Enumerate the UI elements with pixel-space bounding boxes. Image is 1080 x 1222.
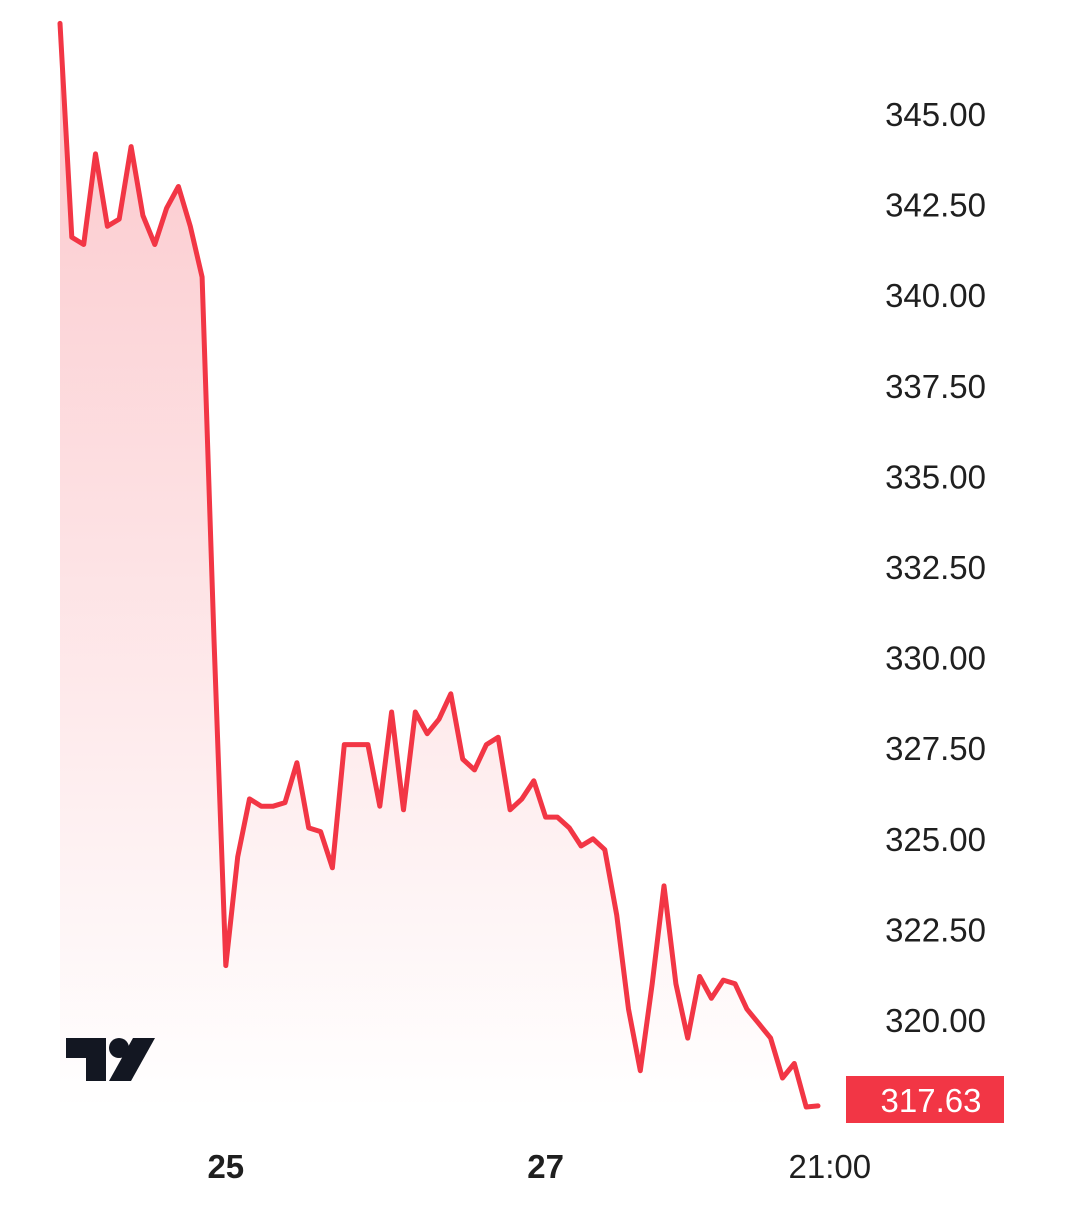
y-tick-label: 332.50 [885,549,986,586]
price-line [57,20,821,1110]
price-area-fill [60,23,818,1110]
y-tick-label: 320.00 [885,1002,986,1039]
tradingview-logo[interactable] [66,1038,155,1081]
last-price-box [846,1076,1004,1123]
y-tick-label: 342.50 [885,187,986,224]
price-area [60,23,818,1110]
y-tick-label: 337.50 [885,368,986,405]
y-tick-label: 325.00 [885,821,986,858]
x-axis: 25 27 21:00 [207,1148,871,1185]
tradingview-logo-dot [109,1038,129,1058]
last-price-badge: 317.63 [846,1076,1004,1123]
x-tick-label: 27 [527,1148,564,1185]
price-line-group [57,20,821,1110]
y-axis: 345.00 342.50 340.00 337.50 335.00 332.50 330.… [885,96,986,1039]
x-tick-label: 25 [207,1148,244,1185]
tradingview-logo-slash [109,1038,155,1081]
y-tick-label: 340.00 [885,277,986,314]
y-tick-label: 330.00 [885,640,986,677]
y-tick-label: 345.00 [885,96,986,133]
x-tick-label: 21:00 [789,1148,872,1185]
last-price-label: 317.63 [881,1082,982,1119]
y-tick-label: 327.50 [885,730,986,767]
y-tick-label: 335.00 [885,458,986,495]
y-tick-label: 322.50 [885,911,986,948]
tradingview-logo-t [66,1038,106,1081]
